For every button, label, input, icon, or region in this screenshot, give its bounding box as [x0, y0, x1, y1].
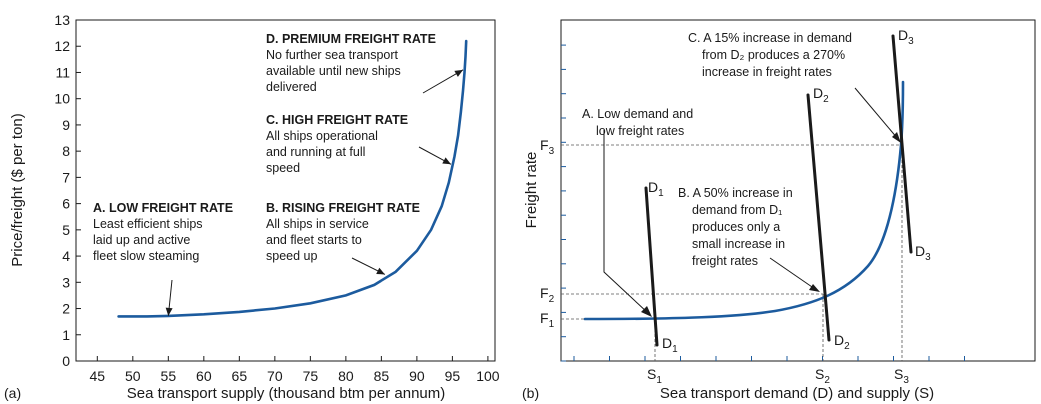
label-d3-top: D3 [898, 27, 914, 47]
x-tick-label: 85 [374, 368, 390, 384]
annotation-line: and running at full [266, 145, 365, 159]
annotation-d: D. PREMIUM FREIGHT RATE No further sea tr… [266, 32, 464, 94]
supply-curve [117, 39, 468, 318]
panel-a-frame [75, 19, 496, 362]
y-tick-label: 7 [62, 169, 70, 185]
demand-lines [644, 34, 913, 347]
annotation-line: Least efficient ships [93, 217, 203, 231]
annotations: A. LOW FREIGHT RATE Least efficient ships… [93, 32, 464, 316]
arrow-b [769, 257, 816, 290]
annotation-arrowhead [454, 69, 464, 77]
y-tick-label: 0 [62, 353, 70, 369]
panel-b: F3 F2 F1 S1 S2 S3 D1 D1 D2 D2 D3 D3 A. L… [522, 19, 1036, 402]
y-tick-label: 10 [54, 91, 70, 107]
x-tick-label: 100 [476, 368, 500, 384]
x-tick-label: 90 [409, 368, 425, 384]
x-tick-label: 45 [90, 368, 106, 384]
annotation-line: fleet slow steaming [93, 249, 199, 263]
y-axis-title: Freight rate [523, 152, 540, 229]
annotation-line: All ships operational [266, 129, 378, 143]
y-tick-label: 6 [62, 196, 70, 212]
annotation-b: B. A 50% increase in demand from D₁ prod… [678, 186, 796, 268]
annotation-line: laid up and active [93, 233, 190, 247]
annotation-arrowhead [376, 267, 385, 275]
annotation-line: All ships in service [266, 217, 369, 231]
label-s1: S1 [647, 366, 662, 386]
annotation-a: A. Low demand and low freight rates [582, 107, 697, 138]
annotation-b: B. RISING FREIGHT RATE All ships in servi… [266, 201, 420, 275]
x-axis-title: Sea transport demand (D) and supply (S) [660, 385, 934, 402]
annotation-line: speed [266, 161, 300, 175]
x-tick-label: 95 [445, 368, 461, 384]
demand-line-d3 [891, 34, 913, 254]
y-tick-label: 12 [54, 38, 70, 54]
x-tick-label: 75 [303, 368, 319, 384]
label-f2: F2 [540, 285, 555, 305]
label-d2-top: D2 [813, 85, 829, 105]
label-f1: F1 [540, 310, 555, 330]
label-s2: S2 [815, 366, 830, 386]
arrowhead-a [641, 306, 652, 317]
annotation-line: speed up [266, 249, 317, 263]
arrow-heads [641, 132, 901, 317]
x-tick-label: 60 [196, 368, 212, 384]
y-tick-label: 3 [62, 274, 70, 290]
y-tick-label: 13 [54, 12, 70, 28]
demand-line-d2 [806, 93, 831, 342]
y-tick-label: 5 [62, 222, 70, 238]
annotation-arrows [603, 87, 899, 314]
label-d2-bottom: D2 [834, 332, 850, 352]
annotation-arrowhead [165, 307, 173, 316]
panel-label-a: (a) [4, 385, 21, 401]
annotation-title: A. LOW FREIGHT RATE [93, 201, 233, 215]
x-tick-label: 50 [125, 368, 141, 384]
y-tick-label: 4 [62, 248, 70, 264]
guide-lines [561, 144, 903, 361]
y-tick-label: 8 [62, 143, 70, 159]
panel-label-b: (b) [522, 385, 539, 401]
annotation-line: delivered [266, 80, 317, 94]
x-axis-ticks: 45 50 55 60 65 70 75 80 85 90 95 100 [90, 356, 500, 384]
label-d1-bottom: D1 [662, 335, 678, 355]
annotation-title: C. HIGH FREIGHT RATE [266, 113, 408, 127]
y-tick-label: 11 [55, 64, 70, 80]
annotation-line: and fleet starts to [266, 233, 362, 247]
annotation-arrowhead [442, 157, 451, 165]
annotation-title: B. RISING FREIGHT RATE [266, 201, 420, 215]
annotation-title: D. PREMIUM FREIGHT RATE [266, 32, 436, 46]
x-tick-label: 55 [161, 368, 177, 384]
annotation-c: C. HIGH FREIGHT RATE All ships operationa… [266, 113, 452, 175]
label-d1-top: D1 [648, 179, 664, 199]
demand-line-d1 [644, 186, 659, 347]
y-tick-label: 2 [62, 301, 70, 317]
annotation-line: No further sea transport [266, 48, 399, 62]
x-tick-label: 80 [338, 368, 354, 384]
label-f3: F3 [540, 137, 555, 157]
arrow-a [603, 130, 649, 314]
arrow-c [854, 87, 899, 140]
x-tick-label: 70 [267, 368, 283, 384]
label-d3-bottom: D3 [915, 243, 931, 263]
x-axis-title: Sea transport supply (thousand btm per a… [127, 385, 446, 402]
x-tick-label: 65 [232, 368, 248, 384]
y-tick-label: 1 [62, 327, 70, 343]
y-tick-label: 9 [62, 117, 70, 133]
annotation-a: A. LOW FREIGHT RATE Least efficient ships… [93, 201, 233, 316]
label-s3: S3 [894, 366, 909, 386]
arrowhead-b [809, 284, 820, 292]
annotation-line: available until new ships [266, 64, 401, 78]
axis-ticks [561, 44, 965, 362]
y-axis-title: Price/freight ($ per ton) [9, 113, 26, 266]
arrowhead-c [892, 132, 901, 143]
annotation-c: C. A 15% increase in demand from D₂ prod… [688, 31, 855, 79]
